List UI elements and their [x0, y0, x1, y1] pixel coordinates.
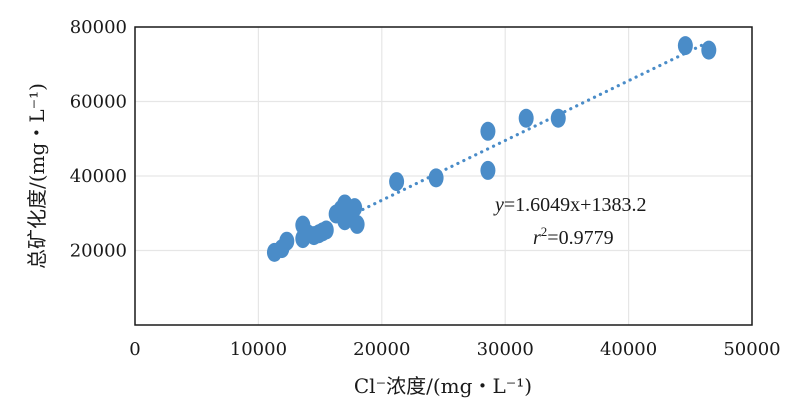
y-tick-label: 60000 — [70, 92, 127, 113]
r2-value: =0.9779 — [547, 227, 613, 249]
data-point — [677, 36, 693, 56]
regression-equation: y=1.6049x+1383.2 — [493, 194, 646, 216]
data-point — [347, 198, 363, 218]
r2-symbol: r — [533, 227, 541, 249]
y-tick-label: 20000 — [70, 241, 127, 262]
data-point — [518, 108, 534, 128]
x-tick-label: 10000 — [230, 339, 287, 360]
r2-superscript: 2 — [541, 224, 548, 239]
x-tick-label: 0 — [129, 339, 140, 360]
y-tick-labels: 20000 40000 60000 80000 — [70, 17, 127, 262]
data-point — [550, 108, 566, 128]
data-point — [318, 220, 334, 240]
plot-frame — [134, 26, 753, 326]
data-point — [428, 168, 444, 188]
x-tick-label: 50000 — [723, 339, 780, 360]
data-point — [701, 40, 717, 60]
x-tick-label: 30000 — [477, 339, 534, 360]
x-tick-labels: 0 10000 20000 30000 40000 50000 — [129, 339, 780, 360]
data-points — [266, 36, 717, 262]
trendline-group — [349, 43, 705, 217]
y-tick-label: 80000 — [70, 17, 127, 38]
data-point — [349, 214, 365, 234]
data-point — [480, 160, 496, 180]
x-tick-label: 40000 — [600, 339, 657, 360]
data-point — [480, 121, 496, 141]
data-point — [389, 172, 405, 192]
x-axis-title: Cl⁻浓度/(mg・L⁻¹) — [354, 374, 532, 398]
y-axis-title: 总矿化度/(mg・L⁻¹) — [25, 83, 49, 269]
r-squared-label: r2=0.9779 — [533, 224, 614, 249]
x-tick-label: 20000 — [353, 339, 410, 360]
trendline — [349, 43, 705, 217]
y-tick-label: 40000 — [70, 166, 127, 187]
data-point — [279, 231, 295, 251]
equation-rhs: =1.6049x+1383.2 — [504, 194, 647, 216]
equation-lhs: y — [493, 194, 504, 216]
